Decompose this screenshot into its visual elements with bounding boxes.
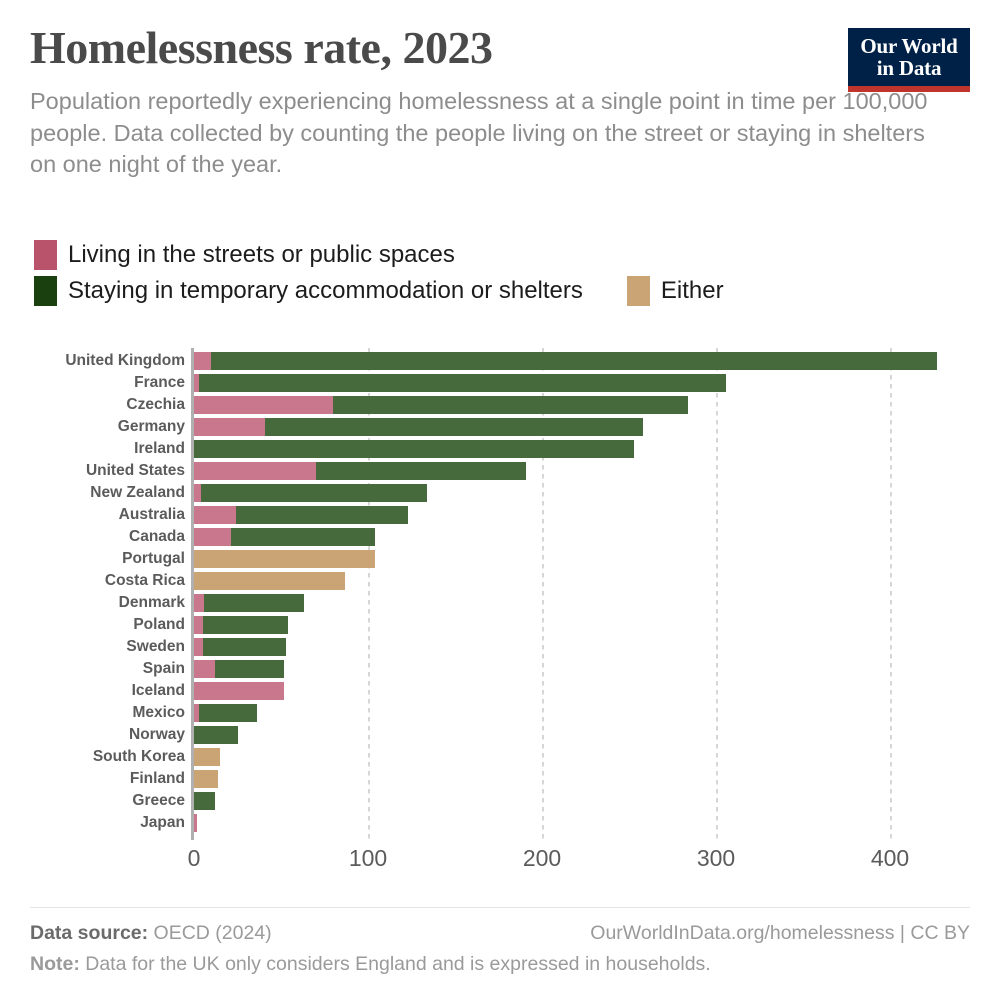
legend-label-shelter[interactable]: Staying in temporary accommodation or sh… xyxy=(68,277,583,304)
gridline-100 xyxy=(368,348,370,840)
footer-top-line: Data source: OECD (2024) OurWorldInData.… xyxy=(30,919,970,947)
category-label: Mexico xyxy=(132,704,185,721)
bar-segment-shelter[interactable] xyxy=(333,396,689,414)
category-label: France xyxy=(134,374,185,391)
bar-segment-either[interactable] xyxy=(194,550,375,568)
category-label: Spain xyxy=(142,660,185,677)
our-world-in-data-logo[interactable]: Our World in Data xyxy=(848,28,970,92)
logo-line-2: in Data xyxy=(876,56,942,81)
note-value: Data for the UK only considers England a… xyxy=(85,952,711,975)
category-label: Portugal xyxy=(122,550,185,567)
bar-segment-street[interactable] xyxy=(194,594,205,612)
bar-segment-street[interactable] xyxy=(194,660,215,678)
category-label: Greece xyxy=(132,792,185,809)
bar-segment-shelter[interactable] xyxy=(202,616,288,634)
bar-segment-either[interactable] xyxy=(194,572,346,590)
bar-segment-shelter[interactable] xyxy=(235,506,408,524)
legend-swatch-shelter xyxy=(34,276,57,306)
bar-segment-street[interactable] xyxy=(194,418,266,436)
bar-segment-shelter[interactable] xyxy=(194,440,635,458)
x-tick-label: 300 xyxy=(696,845,736,871)
bar-segment-shelter[interactable] xyxy=(199,704,257,722)
bar-segment-shelter[interactable] xyxy=(199,374,727,392)
bar-segment-shelter[interactable] xyxy=(204,594,304,612)
legend-label-street[interactable]: Living in the streets or public spaces xyxy=(68,241,455,268)
bar-segment-street[interactable] xyxy=(194,638,203,656)
category-label: Finland xyxy=(129,770,185,787)
x-tick-label: 400 xyxy=(870,845,910,871)
bar-segment-street[interactable] xyxy=(194,396,334,414)
category-label: Sweden xyxy=(126,638,185,655)
chart-legend: Living in the streets or public spaces S… xyxy=(34,240,974,312)
bar-segment-shelter[interactable] xyxy=(214,660,285,678)
footer-divider xyxy=(30,907,970,909)
bar-segment-shelter[interactable] xyxy=(211,352,937,370)
category-label: Costa Rica xyxy=(104,572,185,589)
bar-segment-street[interactable] xyxy=(194,528,231,546)
gridline-200 xyxy=(542,348,544,840)
data-source-label: Data source: xyxy=(30,922,149,945)
attribution-link[interactable]: OurWorldInData.org/homelessness | CC BY xyxy=(590,922,970,945)
bar-segment-shelter[interactable] xyxy=(265,418,643,436)
bar-segment-either[interactable] xyxy=(194,770,219,788)
category-label: Ireland xyxy=(134,440,185,457)
page-title: Homelessness rate, 2023 xyxy=(30,22,493,73)
category-label: Germany xyxy=(117,418,185,435)
bar-segment-street[interactable] xyxy=(194,352,212,370)
bar-segment-shelter[interactable] xyxy=(194,792,215,810)
legend-row-2: Staying in temporary accommodation or sh… xyxy=(34,276,974,306)
bar-segment-shelter[interactable] xyxy=(315,462,527,480)
bar-segment-street[interactable] xyxy=(194,462,316,480)
category-label: Poland xyxy=(133,616,185,633)
bar-segment-shelter[interactable] xyxy=(230,528,375,546)
logo-line-1: Our World xyxy=(860,34,958,58)
category-label: Norway xyxy=(129,726,185,743)
legend-swatch-street xyxy=(34,240,57,270)
legend-row-1: Living in the streets or public spaces xyxy=(34,240,974,270)
legend-swatch-either xyxy=(626,276,650,306)
footer-note: Note: Data for the UK only considers Eng… xyxy=(30,950,970,978)
bar-segment-street[interactable] xyxy=(194,484,201,502)
bar-segment-street[interactable] xyxy=(194,506,236,524)
y-axis-line xyxy=(191,348,194,840)
category-label: Czechia xyxy=(126,396,185,413)
gridline-300 xyxy=(716,348,718,840)
category-label: Japan xyxy=(140,814,185,831)
category-label: Denmark xyxy=(118,594,185,611)
note-label: Note: xyxy=(30,952,80,975)
chart-footer: Data source: OECD (2024) OurWorldInData.… xyxy=(30,907,970,978)
bar-segment-street[interactable] xyxy=(194,682,285,700)
category-label: Australia xyxy=(118,506,185,523)
category-label: South Korea xyxy=(92,748,185,765)
bar-segment-street[interactable] xyxy=(194,814,198,832)
category-label: United States xyxy=(85,462,185,479)
bar-segment-street[interactable] xyxy=(194,374,200,392)
category-label: New Zealand xyxy=(90,484,185,501)
gridline-400 xyxy=(890,348,892,840)
bar-segment-shelter[interactable] xyxy=(200,484,428,502)
bar-segment-either[interactable] xyxy=(194,748,221,766)
category-label: Canada xyxy=(129,528,185,545)
chart-header: Homelessness rate, 2023 Population repor… xyxy=(30,22,970,180)
legend-label-either[interactable]: Either xyxy=(660,277,724,304)
x-tick-label: 0 xyxy=(187,845,201,871)
data-source: Data source: OECD (2024) xyxy=(30,919,272,947)
category-label: Iceland xyxy=(131,682,185,699)
chart-subtitle: Population reportedly experiencing homel… xyxy=(30,88,928,177)
x-tick-label: 200 xyxy=(522,845,562,871)
data-source-value: OECD (2024) xyxy=(153,922,272,945)
bar-segment-shelter[interactable] xyxy=(194,726,238,744)
bar-segment-street[interactable] xyxy=(194,704,200,722)
category-label: United Kingdom xyxy=(65,352,185,369)
bar-segment-shelter[interactable] xyxy=(202,638,287,656)
bar-chart: United Kingdom France Czechia Germany Irelan… xyxy=(0,348,1000,871)
bar-segment-street[interactable] xyxy=(194,616,203,634)
x-tick-label: 100 xyxy=(348,845,388,871)
